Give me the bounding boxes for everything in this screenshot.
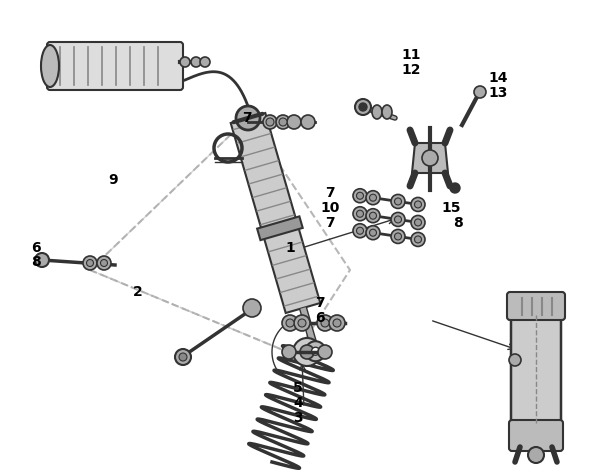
Circle shape (301, 115, 315, 129)
Circle shape (422, 150, 438, 166)
Circle shape (180, 57, 190, 67)
Circle shape (311, 347, 319, 355)
Circle shape (293, 338, 321, 366)
Circle shape (528, 447, 544, 463)
Circle shape (191, 57, 201, 67)
Text: 4: 4 (293, 396, 303, 410)
Text: 2: 2 (133, 285, 143, 299)
Circle shape (415, 201, 422, 208)
Text: 6: 6 (31, 241, 41, 255)
Circle shape (333, 319, 341, 327)
Circle shape (366, 209, 380, 223)
Circle shape (411, 198, 425, 211)
Circle shape (353, 207, 367, 221)
Circle shape (509, 354, 521, 366)
Text: 15: 15 (441, 201, 461, 215)
Circle shape (356, 192, 364, 199)
Circle shape (391, 194, 405, 209)
Text: 7: 7 (315, 296, 325, 310)
Text: 7: 7 (242, 111, 252, 125)
Text: 9: 9 (108, 173, 118, 187)
Circle shape (282, 315, 298, 331)
Circle shape (35, 253, 49, 267)
Circle shape (411, 232, 425, 247)
Text: 14: 14 (488, 71, 508, 85)
Circle shape (317, 315, 333, 331)
Circle shape (411, 216, 425, 229)
Text: 12: 12 (401, 63, 420, 77)
Circle shape (263, 115, 277, 129)
Text: 13: 13 (488, 86, 508, 100)
Text: 6: 6 (315, 311, 325, 325)
Circle shape (391, 229, 405, 244)
Circle shape (356, 227, 364, 234)
Circle shape (97, 256, 111, 270)
FancyBboxPatch shape (509, 420, 563, 451)
Polygon shape (257, 217, 302, 240)
Circle shape (415, 236, 422, 243)
Circle shape (179, 353, 187, 361)
Circle shape (370, 229, 377, 236)
Circle shape (300, 345, 314, 359)
Circle shape (395, 233, 401, 240)
Text: 11: 11 (401, 48, 420, 62)
Circle shape (353, 189, 367, 203)
Text: 7: 7 (325, 216, 335, 230)
Circle shape (395, 198, 401, 205)
Circle shape (321, 319, 329, 327)
Circle shape (370, 212, 377, 219)
FancyBboxPatch shape (511, 306, 561, 429)
Circle shape (298, 319, 306, 327)
Ellipse shape (382, 105, 392, 119)
Circle shape (356, 210, 364, 217)
Circle shape (279, 118, 287, 126)
Circle shape (266, 118, 274, 126)
Polygon shape (231, 113, 320, 313)
Text: 8: 8 (453, 216, 463, 230)
Circle shape (282, 345, 296, 359)
Circle shape (474, 86, 486, 98)
Circle shape (236, 106, 260, 130)
Text: 7: 7 (325, 186, 335, 200)
Text: 8: 8 (31, 255, 41, 269)
FancyBboxPatch shape (47, 42, 183, 90)
Circle shape (359, 103, 367, 111)
Circle shape (294, 315, 310, 331)
Circle shape (175, 349, 191, 365)
Circle shape (355, 99, 371, 115)
Circle shape (243, 299, 261, 317)
Circle shape (83, 256, 97, 270)
Circle shape (101, 259, 107, 266)
Circle shape (286, 319, 294, 327)
Circle shape (415, 219, 422, 226)
Ellipse shape (372, 105, 382, 119)
FancyBboxPatch shape (507, 292, 565, 320)
Text: 3: 3 (293, 411, 303, 425)
Circle shape (318, 345, 332, 359)
Circle shape (370, 194, 377, 201)
Circle shape (86, 259, 93, 266)
Circle shape (200, 57, 210, 67)
Circle shape (305, 341, 325, 361)
Text: 1: 1 (285, 241, 295, 255)
Circle shape (276, 115, 290, 129)
Text: 5: 5 (293, 381, 303, 395)
Polygon shape (412, 143, 448, 173)
Circle shape (450, 183, 460, 193)
Circle shape (353, 224, 367, 238)
Circle shape (391, 212, 405, 227)
Ellipse shape (41, 45, 59, 87)
Text: 10: 10 (320, 201, 340, 215)
Circle shape (287, 115, 301, 129)
Circle shape (366, 226, 380, 240)
Circle shape (329, 315, 345, 331)
Circle shape (395, 216, 401, 223)
Circle shape (366, 190, 380, 205)
